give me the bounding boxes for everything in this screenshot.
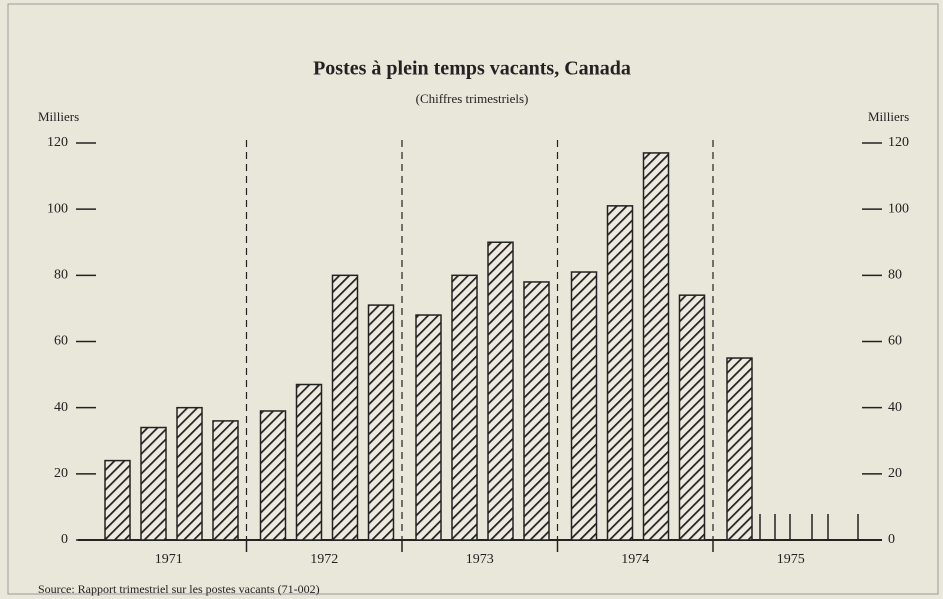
y2-tick-label: 100 (888, 201, 909, 216)
y-tick-label: 120 (47, 135, 68, 150)
y2-tick-label: 0 (888, 532, 895, 547)
bar (331, 274, 359, 541)
bar (678, 294, 706, 541)
y2-axis-label: Milliers (868, 109, 909, 124)
bar (642, 152, 670, 541)
bar (606, 205, 634, 541)
y2-tick-label: 40 (888, 400, 902, 415)
y-axis-label: Milliers (38, 109, 79, 124)
bar (451, 274, 478, 541)
chart-subtitle: (Chiffres trimestriels) (416, 91, 529, 106)
x-tick-label: 1971 (155, 552, 183, 567)
y-tick-label: 80 (54, 268, 68, 283)
quarter-ticks (759, 514, 859, 540)
y2-tick-label: 60 (888, 334, 902, 349)
y2-tick-label: 120 (888, 135, 909, 150)
y-tick-label: 40 (54, 400, 68, 415)
x-tick-label: 1975 (777, 552, 805, 567)
bar (259, 410, 287, 541)
y-tick-label: 60 (54, 334, 68, 349)
bar (295, 383, 323, 541)
bar (523, 281, 550, 541)
chart-title: Postes à plein temps vacants, Canada (313, 58, 631, 80)
y-tick-label: 100 (47, 201, 68, 216)
y2-tick-label: 80 (888, 268, 902, 283)
bar (104, 459, 131, 541)
y-tick-label: 20 (54, 466, 68, 481)
bar (367, 304, 395, 541)
bar (176, 406, 203, 541)
x-tick-label: 1973 (466, 552, 494, 567)
bar (487, 241, 514, 541)
frame (7, 3, 939, 595)
y2-tick-label: 20 (888, 466, 902, 481)
bar (212, 420, 239, 541)
y-tick-label: 0 (61, 532, 68, 547)
x-tick-label: 1972 (310, 552, 338, 567)
bar (140, 426, 167, 541)
source: Source: Rapport trimestriel sur les post… (38, 582, 320, 596)
bar (570, 271, 598, 541)
bar (726, 357, 753, 541)
bar (415, 314, 442, 541)
x-tick-label: 1974 (621, 552, 649, 567)
